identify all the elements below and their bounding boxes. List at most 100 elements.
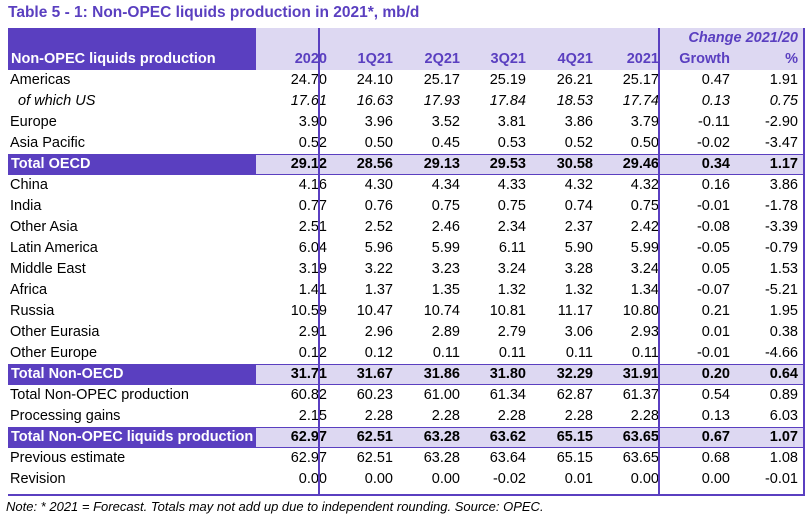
table-cell: -0.79 — [764, 240, 798, 256]
row-label-header: Non-OPEC liquids production — [8, 49, 256, 70]
row-label: Middle East — [10, 261, 86, 277]
table-cell: 1.95 — [769, 303, 798, 319]
table-cell: 0.11 — [631, 345, 659, 361]
table-cell: 0.47 — [701, 72, 730, 88]
table-cell: 4.16 — [298, 177, 327, 193]
table-cell: 25.17 — [622, 72, 659, 88]
table-cell: 31.86 — [423, 366, 460, 382]
table-row: Total Non-OPEC production 60.82 60.23 61.00… — [8, 385, 805, 406]
table-cell: 2.28 — [564, 408, 593, 424]
table-cell: -1.78 — [764, 198, 798, 214]
table-cell: 17.74 — [622, 93, 659, 109]
column-header: 2021 — [626, 51, 659, 67]
table-cell: 3.28 — [564, 261, 593, 277]
table-cell: 10.81 — [489, 303, 526, 319]
row-label: Other Eurasia — [10, 324, 100, 340]
table-cell: 6.03 — [769, 408, 798, 424]
table-cell: -0.07 — [696, 282, 730, 298]
table-cell: 10.80 — [622, 303, 659, 319]
row-label: Total Non-OECD — [8, 365, 256, 384]
table-cell: 3.96 — [364, 114, 393, 130]
table-cell: 24.70 — [290, 72, 327, 88]
table-cell: 1.35 — [431, 282, 460, 298]
table-cell: 60.23 — [356, 387, 393, 403]
table-cell: 2.42 — [630, 219, 659, 235]
table-row: Processing gains 2.15 2.28 2.28 2.28 2.28 2.28… — [8, 406, 805, 427]
table-cell: 2.15 — [298, 408, 327, 424]
table-cell: 4.33 — [497, 177, 526, 193]
table-row: Previous estimate 62.97 62.51 63.28 63.64 65.… — [8, 448, 805, 469]
table-cell: 3.90 — [298, 114, 327, 130]
table-cell: 4.32 — [564, 177, 593, 193]
header-corner — [8, 28, 256, 49]
row-label: Americas — [10, 72, 71, 88]
table-cell: 0.75 — [630, 198, 659, 214]
table-cell: 10.59 — [290, 303, 327, 319]
row-label: Total Non-OPEC production — [10, 387, 189, 403]
row-label: Latin America — [10, 240, 98, 256]
table-row: of which US 17.61 16.63 17.93 17.84 18.53 17.7… — [8, 91, 805, 112]
table-cell: 3.06 — [564, 324, 593, 340]
table-cell: 31.67 — [356, 366, 393, 382]
table-cell: 0.75 — [769, 93, 798, 109]
table-cell: 3.24 — [497, 261, 526, 277]
table-cell: 62.97 — [290, 429, 327, 445]
table-cell: 2.89 — [431, 324, 460, 340]
table-cell: 10.47 — [356, 303, 393, 319]
change-group-header: Change 2021/20 — [688, 30, 798, 46]
table-cell: 2.28 — [364, 408, 393, 424]
table-row: Other Europe 0.12 0.12 0.11 0.11 0.11 0.11 -0.0… — [8, 343, 805, 364]
table-cell: 2.79 — [497, 324, 526, 340]
table-cell: 62.51 — [356, 429, 393, 445]
table-cell: 2.37 — [564, 219, 593, 235]
table-cell: 0.50 — [630, 135, 659, 151]
table-cell: -0.05 — [696, 240, 730, 256]
table-cell: 0.67 — [701, 429, 730, 445]
table-cell: 61.34 — [489, 387, 526, 403]
table-cell: 1.34 — [630, 282, 659, 298]
table-row: Middle East 3.19 3.22 3.23 3.24 3.28 3.24 0.05 1… — [8, 259, 805, 280]
table-cell: 29.46 — [622, 156, 659, 172]
table-cell: 2.34 — [497, 219, 526, 235]
table-cell: 0.01 — [701, 324, 730, 340]
table-cell: 65.15 — [556, 429, 593, 445]
table-row: Latin America 6.04 5.96 5.99 6.11 5.90 5.99 -0.… — [8, 238, 805, 259]
table-cell: 2.46 — [431, 219, 460, 235]
column-divider — [318, 28, 320, 495]
table-cell: 1.91 — [769, 72, 798, 88]
table-cell: 63.65 — [622, 429, 659, 445]
table-cell: -0.02 — [492, 471, 526, 487]
table-cell: 0.34 — [701, 156, 730, 172]
table-cell: 5.99 — [431, 240, 460, 256]
table-row: Americas 24.70 24.10 25.17 25.19 26.21 25.17 0.… — [8, 70, 805, 91]
table-cell: 63.62 — [489, 429, 526, 445]
table-cell: 3.19 — [298, 261, 327, 277]
row-label: Other Europe — [10, 345, 98, 361]
table-cell: 2.51 — [298, 219, 327, 235]
row-label: China — [10, 177, 48, 193]
table-cell: 3.52 — [431, 114, 460, 130]
column-divider — [658, 28, 660, 495]
table-cell: 0.13 — [701, 408, 730, 424]
table-cell: 0.45 — [431, 135, 460, 151]
table-cell: 0.52 — [564, 135, 593, 151]
table-cell: 0.01 — [564, 471, 593, 487]
table-cell: -4.66 — [764, 345, 798, 361]
table-cell: 0.74 — [564, 198, 593, 214]
column-divider — [803, 28, 805, 495]
table-cell: 5.90 — [564, 240, 593, 256]
table-row: Europe 3.90 3.96 3.52 3.81 3.86 3.79 -0.11 -2.90 — [8, 112, 805, 133]
table-cell: 0.11 — [498, 345, 526, 361]
table-cell: 0.75 — [431, 198, 460, 214]
table-cell: -5.21 — [764, 282, 798, 298]
table-row: Total Non-OPEC liquids production 62.97 62… — [8, 427, 805, 448]
row-label: Total OECD — [8, 155, 256, 174]
column-header: % — [785, 51, 798, 67]
table-cell: 28.56 — [356, 156, 393, 172]
row-label: Total Non-OPEC liquids production — [8, 428, 256, 447]
table-cell: 0.54 — [701, 387, 730, 403]
table-cell: 0.76 — [364, 198, 393, 214]
table-cell: 2.91 — [298, 324, 327, 340]
column-header: 2Q21 — [424, 51, 460, 67]
table-cell: 62.51 — [356, 450, 393, 466]
